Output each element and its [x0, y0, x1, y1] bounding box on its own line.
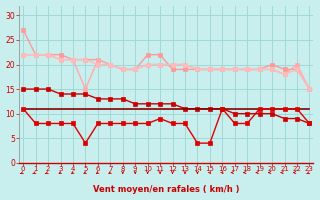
X-axis label: Vent moyen/en rafales ( km/h ): Vent moyen/en rafales ( km/h ) [93, 185, 240, 194]
